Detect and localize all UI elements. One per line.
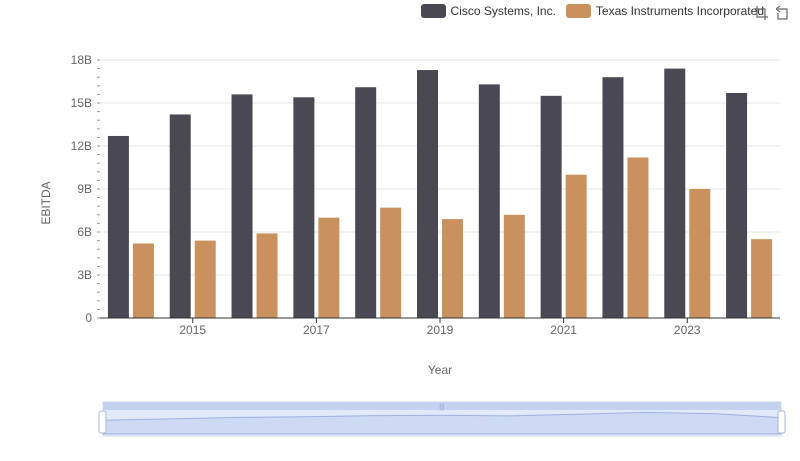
axes: 0 3B 6B 9B 12B 15B 18B 2015 2017 2019 2021 2023 — [71, 53, 780, 337]
bar-texas-instruments-2020[interactable] — [503, 214, 525, 318]
bar-cisco-2022[interactable] — [602, 77, 624, 318]
bar-cisco-2021[interactable] — [540, 95, 562, 318]
chart-toolbox — [754, 6, 790, 20]
bar-texas-instruments-2019[interactable] — [442, 219, 463, 318]
data-zoom-icon[interactable] — [754, 6, 768, 20]
bar-cisco-2023[interactable] — [664, 68, 686, 318]
y-tick-label: 0 — [85, 311, 92, 325]
x-tick-label: 2015 — [179, 323, 206, 337]
bar-cisco-2018[interactable] — [355, 87, 377, 318]
bar-texas-instruments-2024[interactable] — [751, 239, 773, 318]
y-tick-label: 18B — [71, 53, 92, 67]
y-axis-label: EBITDA — [39, 181, 53, 224]
bar-texas-instruments-2022[interactable] — [627, 157, 649, 318]
y-tick-label: 15B — [71, 96, 92, 110]
slider-move-bar[interactable] — [103, 402, 781, 410]
legend-item-texas-instruments[interactable]: Texas Instruments Incorporated — [565, 4, 764, 18]
bar-texas-instruments-2023[interactable] — [689, 189, 711, 318]
slider-handle-left[interactable] — [98, 410, 107, 434]
legend-label-texas-instruments: Texas Instruments Incorporated — [595, 4, 764, 18]
bar-cisco-2024[interactable] — [726, 92, 748, 318]
bar-texas-instruments-2017[interactable] — [318, 217, 340, 318]
bar-cisco-2017[interactable] — [293, 97, 315, 319]
bar-texas-instruments-2018[interactable] — [380, 207, 402, 318]
restore-icon[interactable] — [776, 6, 790, 20]
slider-grip: ||| — [439, 404, 445, 411]
bar-cisco-2014[interactable] — [107, 135, 129, 318]
bar-cisco-2019[interactable] — [417, 70, 438, 319]
bars — [107, 68, 773, 319]
chart-legend: Cisco Systems, Inc. Texas Instruments In… — [420, 4, 764, 18]
bar-cisco-2015[interactable] — [169, 114, 191, 318]
x-tick-label: 2023 — [674, 323, 701, 337]
legend-swatch-cisco — [420, 4, 446, 18]
x-axis-label: Year — [428, 363, 452, 377]
bar-cisco-2016[interactable] — [231, 94, 253, 319]
y-tick-label: 3B — [77, 268, 92, 282]
bar-texas-instruments-2015[interactable] — [194, 240, 216, 318]
bar-texas-instruments-2014[interactable] — [132, 243, 154, 318]
legend-swatch-texas-instruments — [565, 4, 591, 18]
bar-cisco-2020[interactable] — [478, 84, 500, 318]
slider-handle-right[interactable] — [777, 410, 786, 434]
legend-label-cisco: Cisco Systems, Inc. — [450, 4, 556, 18]
x-tick-label: 2019 — [427, 323, 454, 337]
x-tick-label: 2021 — [550, 323, 577, 337]
bar-texas-instruments-2016[interactable] — [256, 233, 278, 318]
y-tick-label: 9B — [77, 182, 92, 196]
y-tick-label: 12B — [71, 139, 92, 153]
bar-texas-instruments-2021[interactable] — [565, 174, 587, 318]
x-tick-label: 2017 — [303, 323, 330, 337]
legend-item-cisco[interactable]: Cisco Systems, Inc. — [420, 4, 556, 18]
y-tick-label: 6B — [77, 225, 92, 239]
data-zoom-slider[interactable]: ||| — [98, 401, 786, 437]
slider-preview-area — [102, 411, 782, 435]
